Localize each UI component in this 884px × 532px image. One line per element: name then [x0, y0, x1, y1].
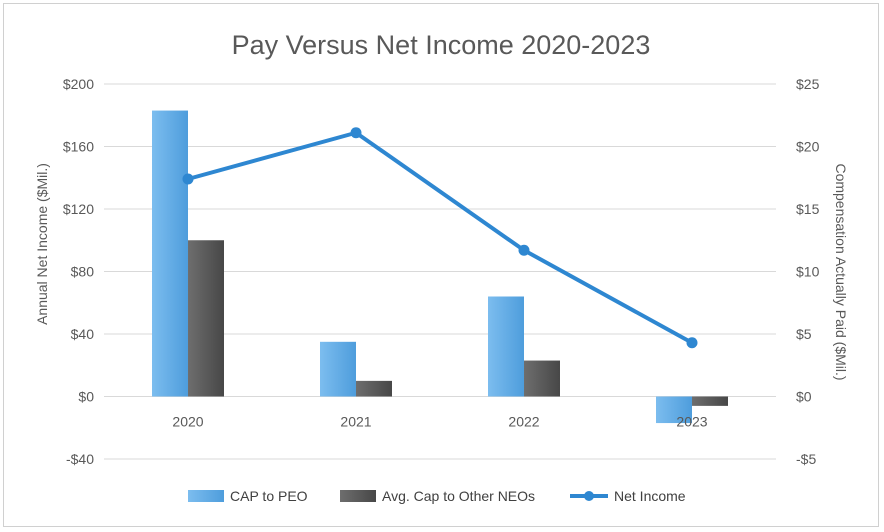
legend-cap-to-peo-swatch: [188, 490, 224, 502]
bar-cap-to-peo-2021: [320, 341, 356, 397]
right-axis-title: Compensation Actually Paid ($Mil.): [833, 163, 849, 380]
net-income-line-group: [182, 127, 698, 349]
left-tick-label: -$40: [66, 451, 94, 467]
left-axis-ticks: -$40 $0 $40 $80 $120 $160 $200: [63, 76, 94, 467]
chart-frame: Pay Versus Net Income 2020-2023 2020 2021…: [3, 3, 879, 527]
left-axis-title: Annual Net Income ($Mil.): [34, 163, 50, 325]
left-tick-label: $40: [71, 326, 95, 342]
chart-title: Pay Versus Net Income 2020-2023: [232, 30, 651, 60]
right-tick-label: $15: [796, 201, 820, 217]
net-income-point-2023: [686, 337, 698, 349]
category-label: 2022: [508, 414, 539, 430]
category-label: 2021: [340, 414, 371, 430]
legend-net-income-marker: [584, 491, 594, 501]
legend: CAP to PEO Avg. Cap to Other NEOs Net Inco…: [188, 488, 686, 504]
bar-avg-cap-other-neos-2023: [692, 396, 728, 406]
category-label: 2020: [172, 414, 203, 430]
right-tick-label: $0: [796, 389, 812, 405]
category-labels: 2020 2021 2022 2023: [172, 414, 707, 430]
legend-avg-cap-other-neos-swatch: [340, 490, 376, 502]
left-tick-label: $0: [78, 389, 94, 405]
left-tick-label: $120: [63, 201, 94, 217]
right-axis-ticks: -$5 $0 $5 $10 $15 $20 $25: [796, 76, 820, 467]
left-tick-label: $160: [63, 139, 94, 155]
bar-avg-cap-other-neos-2021: [356, 380, 392, 397]
right-tick-label: -$5: [796, 451, 816, 467]
right-tick-label: $5: [796, 326, 812, 342]
bar-cap-to-peo-2023: [656, 396, 692, 424]
bars: [152, 110, 728, 424]
legend-avg-cap-other-neos-label: Avg. Cap to Other NEOs: [382, 488, 535, 504]
net-income-point-2021: [350, 127, 362, 139]
right-tick-label: $25: [796, 76, 820, 92]
bar-avg-cap-other-neos-2022: [524, 360, 560, 397]
net-income-point-2020: [182, 173, 194, 185]
left-tick-label: $200: [63, 76, 94, 92]
left-tick-label: $80: [71, 264, 95, 280]
net-income-point-2022: [518, 244, 530, 256]
bar-cap-to-peo-2022: [488, 296, 524, 397]
right-tick-label: $10: [796, 264, 820, 280]
net-income-line: [186, 130, 694, 345]
legend-net-income-label: Net Income: [614, 488, 686, 504]
category-label: 2023: [676, 414, 707, 430]
bar-avg-cap-other-neos-2020: [188, 240, 224, 397]
chart-canvas: Pay Versus Net Income 2020-2023 2020 2021…: [34, 30, 849, 504]
legend-cap-to-peo-label: CAP to PEO: [230, 488, 308, 504]
right-tick-label: $20: [796, 139, 820, 155]
bar-cap-to-peo-2020: [152, 110, 188, 397]
